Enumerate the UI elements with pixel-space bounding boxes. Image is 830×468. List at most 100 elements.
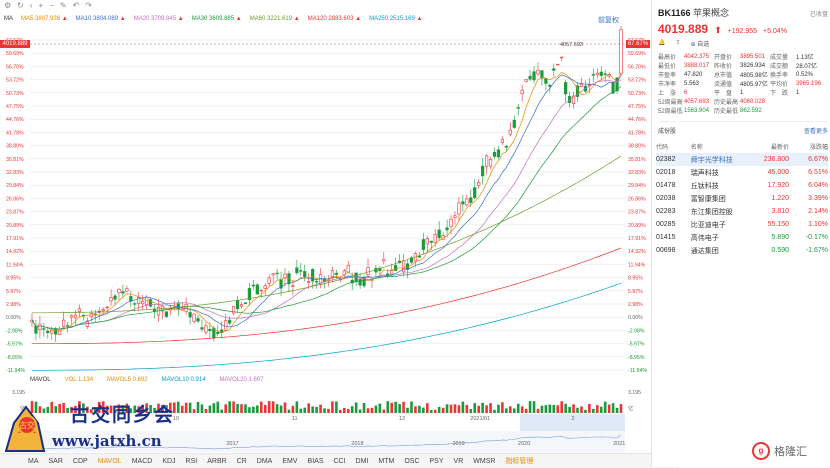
view-more-link[interactable]: 查看更多 — [803, 129, 828, 135]
stock-change-pct: -1.67% — [805, 247, 828, 254]
draw-icon[interactable]: ✎ — [59, 1, 67, 10]
stat-label — [770, 106, 796, 115]
refresh-icon[interactable]: ↻ — [17, 1, 24, 10]
tab-dma[interactable]: DMA — [256, 457, 273, 465]
add-watchlist-button[interactable]: ⊕ 自选 — [690, 42, 710, 48]
y-tick-left: 17.91% — [6, 236, 24, 242]
tab-bias[interactable]: BIAS — [307, 457, 324, 465]
stock-price: 1.220 — [771, 195, 790, 202]
tab-cr[interactable]: CR — [236, 457, 247, 465]
tab-cdp[interactable]: CDP — [72, 457, 88, 465]
info-panel: BK1166 苹果概念 已收盘 4019.889 ⬆ +192.955 +5.0… — [652, 0, 830, 467]
brand-text: 格隆汇 — [774, 446, 807, 458]
candle-body — [330, 270, 335, 277]
mavol5-readout: MAVOL5 0.692 — [107, 377, 148, 383]
candle-body — [350, 279, 354, 284]
tab-mtm[interactable]: MTM — [378, 457, 395, 465]
stat-label: 历史最高 — [714, 100, 739, 106]
col-change[interactable]: 涨跌幅 — [809, 145, 828, 151]
ma-line — [31, 74, 622, 330]
tab-wmsr[interactable]: WMSR — [473, 457, 496, 465]
stock-price: 5.890 — [771, 234, 790, 241]
volume-bar — [433, 409, 437, 413]
constituents-header: 成份股 查看更多 — [658, 121, 828, 135]
y-tick-right: 0.00% — [628, 315, 643, 321]
time-axis-label: 2019 — [452, 441, 464, 447]
candle-body — [540, 70, 544, 79]
candle-body — [208, 328, 212, 332]
volume-bar — [256, 405, 259, 413]
stats-row: 市盈率 47.820 总市值 4805.98亿 换手率 0.52% — [658, 70, 826, 80]
plus-icon: ⊕ — [690, 42, 696, 48]
zoom-out-icon[interactable]: − — [49, 1, 54, 10]
candle-body — [239, 304, 244, 307]
candle-body — [247, 288, 252, 301]
tab-dmi[interactable]: DMI — [355, 457, 369, 465]
share-icon[interactable]: ⇪ — [675, 40, 681, 46]
candle-body — [315, 281, 319, 283]
stat-value: 3895.501 — [740, 53, 766, 60]
candle-body — [548, 84, 552, 87]
stock-name: 瑞声科技 — [690, 169, 719, 177]
table-row[interactable]: 00285 比亚迪电子 55.150 1.10% — [656, 218, 828, 231]
y-tick-left: 2.98% — [6, 302, 21, 308]
undo-icon[interactable]: ↶ — [72, 1, 80, 10]
stat-label: 平 盘 — [714, 91, 733, 97]
tab-cci[interactable]: CCI — [333, 457, 346, 465]
table-row[interactable]: 01415 高伟电子 5.890 -0.17% — [656, 231, 828, 244]
volume-bar — [279, 405, 283, 413]
table-row[interactable]: 02382 舜宇光学科技 236.800 6.67% — [656, 153, 828, 166]
ma60-line — [32, 155, 622, 314]
tab-macd[interactable]: MACD — [131, 457, 153, 465]
tab-psy[interactable]: PSY — [429, 457, 444, 465]
tab-kdj[interactable]: KDJ — [162, 457, 176, 465]
candlestick-chart[interactable]: 67.67%67.67%59.69%59.69%56.70%56.70%53.7… — [0, 26, 651, 372]
candle-body — [556, 63, 560, 66]
current-price-tag: 4019.889 — [0, 40, 30, 48]
volume-bar — [489, 403, 492, 413]
adjust-mode-button[interactable]: 前复权 — [598, 17, 619, 24]
table-row[interactable]: 02283 东江集团控股 3.810 2.14% — [656, 205, 828, 218]
tab-vr[interactable]: VR — [453, 457, 464, 465]
volume-bar — [441, 407, 445, 413]
y-tick-left: 20.89% — [6, 223, 24, 229]
volume-bar — [42, 408, 46, 413]
stat-label: 市盈率 — [658, 73, 677, 79]
price-change: +192.955 — [727, 28, 758, 35]
candle-body — [251, 284, 255, 287]
tab-emv[interactable]: EMV — [282, 457, 298, 465]
redo-icon[interactable]: ↷ — [85, 1, 92, 10]
zoom-in-icon[interactable]: + — [38, 1, 44, 10]
tab-arbr[interactable]: ARBR — [207, 457, 227, 465]
tab-mavol[interactable]: MAVOL — [97, 457, 122, 465]
settings-icon[interactable]: ⚙ — [4, 1, 12, 10]
bell-icon[interactable]: 🔔 — [658, 40, 666, 46]
tab-rsi[interactable]: RSI — [185, 457, 198, 465]
volume-bar — [422, 407, 425, 413]
table-row[interactable]: 02038 富智康集团 1.220 3.39% — [656, 192, 828, 205]
candle-body — [382, 259, 386, 262]
tab-指标管理[interactable]: 指标管理 — [505, 458, 534, 465]
table-row[interactable]: 01478 丘钛科技 17.920 6.04% — [656, 179, 828, 192]
mavol-label[interactable]: MAVOL — [30, 377, 51, 383]
tab-sar[interactable]: SAR — [48, 457, 63, 465]
back-icon[interactable]: ‹ — [29, 1, 33, 10]
stat-value: 3888.017 — [684, 62, 710, 69]
candle-body — [54, 328, 58, 335]
tab-osc[interactable]: OSC — [404, 457, 420, 465]
chart-panel[interactable]: ⚙ ↻ ‹ + − ✎ ↶ ↷ MA MA5 3807.938 ▲ MA10 3… — [0, 0, 679, 468]
tab-ma[interactable]: MA — [28, 457, 39, 465]
volume-bar — [497, 404, 500, 413]
ma-line — [31, 85, 622, 330]
candle-body — [346, 265, 350, 273]
volume-bar — [414, 406, 417, 413]
candle-body — [263, 285, 267, 289]
table-row[interactable]: 02018 瑞声科技 45.000 6.51% — [656, 166, 828, 179]
ma-label[interactable]: MA — [4, 15, 13, 22]
volume-bar — [125, 403, 129, 413]
volume-chart[interactable]: 3.195 亿 3.195 亿 10 2017 11 2018 12 2019 2021/01 202… — [0, 386, 651, 453]
candle-body — [58, 328, 62, 335]
candle-body — [220, 329, 224, 334]
volume-bar — [584, 409, 587, 413]
table-row[interactable]: 00698 通达集团 0.590 -1.67% — [656, 244, 828, 257]
